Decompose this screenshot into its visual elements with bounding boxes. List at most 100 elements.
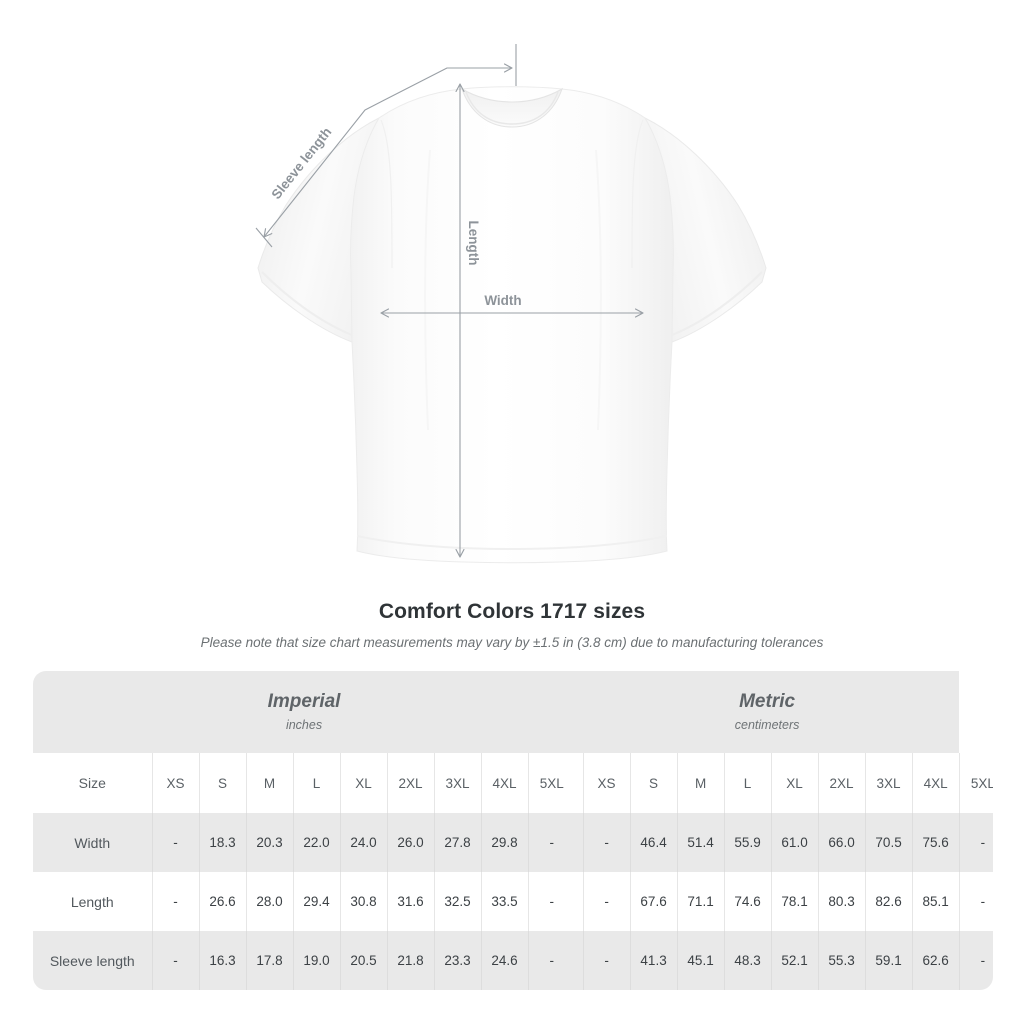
size-chart-table-container: Imperial inches Metric centimeters Size …: [33, 671, 993, 990]
cell-sleeve-imperial-s: 16.3: [198, 931, 246, 990]
cell-length-imperial-m: 28.0: [245, 872, 293, 931]
size-column-header: Size: [33, 753, 152, 813]
cell-width-metric-m: 51.4: [676, 813, 725, 872]
section-gap: [575, 813, 584, 872]
cell-length-imperial-2xl: 31.6: [386, 872, 434, 931]
cell-sleeve-imperial-4xl: 24.6: [480, 931, 528, 990]
cell-length-metric-4xl: 85.1: [911, 872, 960, 931]
cell-length-metric-3xl: 82.6: [864, 872, 913, 931]
row-label-width: Width: [33, 813, 152, 872]
cell-width-metric-3xl: 70.5: [864, 813, 913, 872]
cell-length-imperial-xl: 30.8: [339, 872, 387, 931]
table-row: Width - 18.3 20.3 22.0 24.0 26.0 27.8 29…: [33, 813, 993, 872]
cell-length-imperial-4xl: 33.5: [480, 872, 528, 931]
section-gap: [575, 753, 584, 813]
size-header-metric-5xl: 5XL: [958, 753, 993, 813]
size-header-metric-m: M: [676, 753, 725, 813]
size-header-row: Size XS S M L XL 2XL 3XL 4XL 5XL XS S M …: [33, 753, 993, 813]
cell-sleeve-metric-2xl: 55.3: [817, 931, 866, 990]
cell-width-imperial-3xl: 27.8: [433, 813, 481, 872]
cell-sleeve-metric-m: 45.1: [676, 931, 725, 990]
page-title: Comfort Colors 1717 sizes: [378, 600, 646, 623]
table-row: Length - 26.6 28.0 29.4 30.8 31.6 32.5 3…: [33, 872, 993, 931]
cell-width-metric-l: 55.9: [723, 813, 772, 872]
cell-width-metric-xl: 61.0: [770, 813, 819, 872]
cell-length-metric-xl: 78.1: [770, 872, 819, 931]
size-header-metric-2xl: 2XL: [817, 753, 866, 813]
cell-width-imperial-xs: -: [151, 813, 199, 872]
cell-sleeve-imperial-2xl: 21.8: [386, 931, 434, 990]
cell-sleeve-metric-s: 41.3: [629, 931, 678, 990]
sleeve-length-arrow: [263, 63, 513, 238]
length-label: Length: [466, 221, 481, 266]
cell-sleeve-metric-xs: -: [582, 931, 631, 990]
size-header-imperial-4xl: 4XL: [480, 753, 528, 813]
cell-length-metric-m: 71.1: [676, 872, 725, 931]
sleeve-length-end-tick: [255, 227, 273, 248]
size-header-metric-4xl: 4XL: [911, 753, 960, 813]
row-label-sleeve-length: Sleeve length: [33, 931, 152, 990]
unit-system-header-row: Imperial inches Metric centimeters: [33, 671, 993, 753]
cell-length-imperial-3xl: 32.5: [433, 872, 481, 931]
size-header-imperial-3xl: 3XL: [433, 753, 481, 813]
tshirt-illustration: Sleeve length Length Width: [255, 44, 767, 564]
metric-label: Metric: [739, 691, 796, 712]
row-label-length: Length: [33, 872, 152, 931]
cell-length-metric-xs: -: [582, 872, 631, 931]
chart-heading: Comfort Colors 1717 sizes Please note th…: [0, 598, 1024, 652]
tshirt-garment: [257, 86, 767, 564]
size-header-imperial-s: S: [198, 753, 246, 813]
cell-width-imperial-xl: 24.0: [339, 813, 387, 872]
cell-width-metric-2xl: 66.0: [817, 813, 866, 872]
tolerance-note: Please note that size chart measurements…: [200, 635, 824, 650]
section-gap: [575, 931, 584, 990]
cell-width-imperial-4xl: 29.8: [480, 813, 528, 872]
imperial-unit-cell: Imperial inches: [33, 671, 576, 753]
size-chart-table: Imperial inches Metric centimeters Size …: [33, 671, 993, 990]
imperial-label: Imperial: [267, 691, 341, 712]
size-header-metric-3xl: 3XL: [864, 753, 913, 813]
cell-width-metric-4xl: 75.6: [911, 813, 960, 872]
imperial-sublabel: inches: [285, 718, 323, 732]
size-header-imperial-2xl: 2XL: [386, 753, 434, 813]
cell-width-imperial-2xl: 26.0: [386, 813, 434, 872]
cell-width-imperial-m: 20.3: [245, 813, 293, 872]
cell-sleeve-imperial-xl: 20.5: [339, 931, 387, 990]
size-header-imperial-xs: XS: [151, 753, 199, 813]
size-header-metric-l: L: [723, 753, 772, 813]
cell-width-imperial-5xl: -: [527, 813, 576, 872]
cell-width-metric-xs: -: [582, 813, 631, 872]
cell-width-imperial-s: 18.3: [198, 813, 246, 872]
cell-length-metric-5xl: -: [958, 872, 993, 931]
size-header-metric-s: S: [629, 753, 678, 813]
cell-sleeve-imperial-xs: -: [151, 931, 199, 990]
size-header-metric-xs: XS: [582, 753, 631, 813]
cell-width-metric-5xl: -: [958, 813, 993, 872]
metric-unit-cell: Metric centimeters: [575, 671, 960, 753]
cell-sleeve-metric-xl: 52.1: [770, 931, 819, 990]
cell-sleeve-metric-5xl: -: [958, 931, 993, 990]
sleeve-length-dimension: [255, 44, 517, 248]
cell-sleeve-metric-4xl: 62.6: [911, 931, 960, 990]
cell-sleeve-imperial-l: 19.0: [292, 931, 340, 990]
cell-sleeve-metric-l: 48.3: [723, 931, 772, 990]
size-header-imperial-l: L: [292, 753, 340, 813]
cell-sleeve-imperial-3xl: 23.3: [433, 931, 481, 990]
cell-sleeve-imperial-5xl: -: [527, 931, 576, 990]
width-label: Width: [484, 293, 521, 308]
section-gap: [575, 872, 584, 931]
cell-width-imperial-l: 22.0: [292, 813, 340, 872]
cell-length-imperial-xs: -: [151, 872, 199, 931]
size-header-imperial-xl: XL: [339, 753, 387, 813]
cell-sleeve-imperial-m: 17.8: [245, 931, 293, 990]
cell-length-imperial-l: 29.4: [292, 872, 340, 931]
cell-length-metric-s: 67.6: [629, 872, 678, 931]
metric-sublabel: centimeters: [734, 718, 800, 732]
cell-length-metric-l: 74.6: [723, 872, 772, 931]
size-header-imperial-5xl: 5XL: [527, 753, 576, 813]
size-header-imperial-m: M: [245, 753, 293, 813]
size-header-metric-xl: XL: [770, 753, 819, 813]
cell-sleeve-metric-3xl: 59.1: [864, 931, 913, 990]
cell-length-imperial-s: 26.6: [198, 872, 246, 931]
